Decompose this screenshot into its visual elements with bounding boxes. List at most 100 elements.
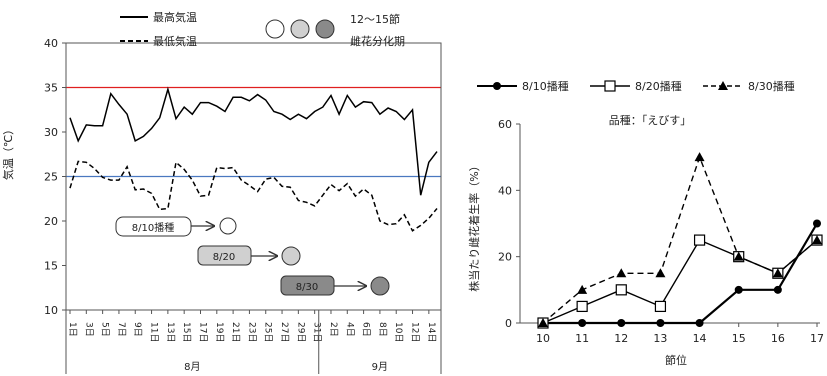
legend-circle-light [290,19,310,39]
legend-series3-label: 8/30播種 [748,79,795,93]
flowering-y-axis-label: 株当たり雌花着生率（%） [467,160,481,291]
x-tick-label: 31日 [312,322,323,342]
temperature-chart: 10 15 20 25 30 35 40 1日 3日 5日 7日 9日 11日 13日 15日 17日 19日 2… [1,10,442,374]
x-tick-label: 14 [693,332,707,345]
sowing-label-2: 8/20 [213,252,235,263]
data-point [693,234,706,246]
x-tick-label: 16 [771,332,785,345]
y-tick-label: 30 [44,126,58,139]
min-temperature-line [69,160,438,232]
legend-series1-marker [493,82,501,90]
legend-circle-label-2: 雌花分化期 [350,34,405,48]
y-tick-label: 40 [44,37,58,50]
flowering-series [537,152,823,329]
data-point [655,268,666,278]
y-tick-label: 0 [505,317,512,330]
x-tick-label: 27日 [279,322,290,342]
x-tick-label: 19日 [214,322,225,342]
x-tick-label: 14日 [426,322,437,342]
flowering-series-line [542,239,818,324]
temperature-axes: 10 15 20 25 30 35 40 1日 3日 5日 7日 9日 11日 13日 15日 17日 19日 2… [44,37,442,374]
x-tick-label: 10 [536,332,550,345]
sowing-label-1: 8/10播種 [132,221,174,234]
data-point [812,235,822,245]
legend-min-label: 最低気温 [153,34,197,48]
flowering-legend: 8/10播種 8/20播種 8/30播種 [477,79,795,93]
x-tick-label: 11日 [149,322,160,342]
reference-lines [66,86,441,178]
legend-series3-marker [718,81,728,90]
month-label: 9月 [372,361,388,373]
sowing-circle-1 [219,217,237,235]
data-point [733,251,744,261]
y-tick-label: 10 [44,304,58,317]
flowering-series-line [542,155,818,324]
data-point [538,318,548,327]
x-tick-label: 17日 [197,322,208,342]
data-point [576,300,588,313]
data-point [772,268,783,278]
data-point [654,300,667,313]
x-tick-label: 17 [810,332,824,345]
y-tick-label: 15 [44,260,58,273]
x-tick-label: 23日 [246,322,257,342]
x-tick-label: 10日 [393,322,404,342]
temperature-legend: 最高気温 最低気温 12～15節 雌花分化期 [120,10,405,48]
legend-max-label: 最高気温 [153,10,197,24]
flowering-series-line [543,222,818,325]
x-tick-label: 13 [653,332,667,345]
x-tick-label: 25日 [263,322,274,342]
y-tick-label: 20 [498,251,512,264]
x-tick-label: 8日 [377,322,388,337]
x-tick-label: 15日 [181,322,192,342]
legend-circle-white [265,19,285,39]
data-point [773,285,782,294]
y-tick-label: 60 [498,118,512,131]
x-tick-label: 12日 [410,322,421,342]
data-point [577,284,588,294]
x-tick-label: 15 [732,332,746,345]
sowing-label-3: 8/30 [296,282,318,293]
data-point [695,319,704,327]
x-tick-label: 7日 [116,322,127,337]
x-tick-label: 21日 [230,322,241,342]
legend-series1-label: 8/10播種 [522,79,569,93]
data-point [578,319,587,327]
y-tick-label: 20 [44,215,58,228]
y-axis-label: 気温（℃） [1,124,15,180]
flowering-chart: 8/10播種 8/20播種 8/30播種 品種：「えびす」 株当たり雌花着生率（… [467,79,824,367]
legend-series2-marker [604,80,616,92]
y-tick-label: 35 [44,82,58,95]
legend-circle-label-1: 12～15節 [350,12,400,26]
sowing-annotations: 8/10播種 8/20 8/30 [115,216,390,296]
y-tick-label: 25 [44,171,58,184]
x-tick-label: 9日 [132,322,143,337]
data-point [656,319,665,327]
data-point [694,152,705,162]
sowing-circle-2 [281,246,301,266]
x-tick-label: 4日 [344,322,355,337]
x-tick-label: 3日 [83,322,94,337]
data-point [617,319,626,327]
legend-series2-label: 8/20播種 [635,79,682,93]
x-tick-label: 2日 [328,322,339,337]
data-point [813,219,821,228]
x-tick-label: 6日 [361,322,372,337]
flowering-x-axis-label: 節位 [665,353,687,367]
data-point [616,268,627,278]
data-point [615,284,627,296]
x-tick-label: 13日 [165,322,176,342]
temperature-series [69,86,438,232]
flowering-chart-title: 品種：「えびす」 [609,113,692,127]
month-label: 8月 [184,361,200,373]
max-temperature-line [69,86,438,196]
x-tick-label: 29日 [295,322,306,342]
x-tick-label: 1日 [67,322,78,337]
sowing-circle-3 [370,276,390,296]
y-tick-label: 40 [498,184,512,197]
legend-circle-dark [315,19,335,39]
x-tick-label: 5日 [100,322,111,337]
x-tick-label: 12 [614,332,628,345]
x-tick-label: 11 [575,332,589,345]
